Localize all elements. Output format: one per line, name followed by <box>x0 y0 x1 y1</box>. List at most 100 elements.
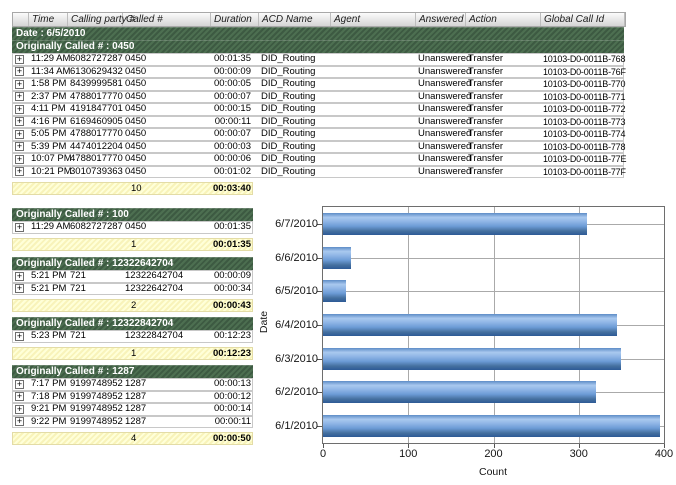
x-axis-tick-label: 300 <box>569 448 588 460</box>
cell-time: 11:34 AM <box>31 65 71 77</box>
group-summary-row: 1 00:12:23 <box>12 346 253 360</box>
cell-called: 0450 <box>125 90 147 102</box>
column-header-duration: Duration <box>211 13 259 26</box>
cell-action: Transfer <box>468 128 504 140</box>
cell-acd: DID_Routing <box>261 165 316 177</box>
cell-calling: 9199748952 <box>70 415 123 427</box>
cell-duration: 00:01:35 <box>214 221 251 233</box>
y-axis-tick-mark <box>317 291 322 292</box>
summary-call-count: 2 <box>131 300 137 311</box>
expand-cell: + <box>13 141 29 152</box>
cell-action: Transfer <box>468 78 504 90</box>
cell-called: 12322842704 <box>125 330 184 342</box>
cell-answered: Unanswered <box>418 103 472 115</box>
group-summary-row: 10 00:03:40 <box>12 182 253 195</box>
call-row: +4:16 PM 6169460905 0450 00:00:11 DID_Routin… <box>12 115 626 128</box>
cell-calling: 4788017770 <box>70 128 123 140</box>
expand-row-icon[interactable]: + <box>15 78 24 89</box>
expand-cell: + <box>13 166 29 177</box>
call-row: +5:39 PM 4474012204 0450 00:00:03 DID_Routin… <box>12 140 626 153</box>
cell-called: 0450 <box>125 140 147 152</box>
cell-called: 1287 <box>125 390 147 402</box>
cell-answered: Unanswered <box>418 53 472 65</box>
x-axis-tick-mark <box>493 444 495 448</box>
expand-cell: + <box>13 103 29 114</box>
call-row: +9:21 PM 9199748952 1287 00:00:14 <box>12 403 253 416</box>
cell-time: 1:58 PM <box>31 78 67 90</box>
x-axis-tick-mark <box>664 444 665 448</box>
cell-time: 11:29 AM <box>31 53 71 65</box>
cell-answered: Unanswered <box>418 65 472 77</box>
expand-row-icon[interactable]: + <box>15 270 24 281</box>
cell-duration: 00:00:11 <box>214 115 251 127</box>
cell-duration: 00:00:34 <box>214 282 251 294</box>
cell-duration: 00:00:06 <box>214 153 251 165</box>
summary-call-count: 1 <box>131 347 137 359</box>
summary-total-duration: 00:01:35 <box>212 238 251 250</box>
table-header-row: Time Calling party # Called # Duration ACD N… <box>12 12 626 27</box>
expand-row-icon[interactable]: + <box>15 283 24 294</box>
expand-row-icon[interactable]: + <box>15 221 24 232</box>
call-row: +7:18 PM 9199748952 1287 00:00:12 <box>12 390 253 403</box>
cell-called: 12322642704 <box>125 282 184 294</box>
call-row: +5:23 PM 721 12322842704 00:12:23 <box>12 330 253 343</box>
y-axis-tick-label: 6/3/2010 <box>275 353 318 365</box>
y-axis-tick-mark <box>317 325 322 326</box>
vertical-gridline <box>493 207 495 443</box>
expand-row-icon[interactable]: + <box>15 66 24 77</box>
cell-global_id: 10103-D0-0011B-773 <box>543 116 626 127</box>
cell-duration: 00:00:07 <box>214 90 251 102</box>
cell-calling: 4788017770 <box>70 153 123 165</box>
cell-called: 1287 <box>125 403 147 415</box>
expand-cell: + <box>13 330 29 341</box>
call-group-table: Originally Called # : 12322642704 +5:21 P… <box>12 257 253 312</box>
cell-calling: 721 <box>70 270 86 282</box>
group-header: Originally Called # : 100 <box>12 208 253 221</box>
expand-row-icon[interactable]: + <box>15 416 24 427</box>
cell-called: 1287 <box>125 378 147 390</box>
call-row: +5:21 PM 721 12322642704 00:00:34 <box>12 282 253 295</box>
expand-row-icon[interactable]: + <box>15 53 24 64</box>
cell-global_id: 10103-D0-0011B-768 <box>543 54 626 65</box>
x-axis-title: Count <box>478 466 508 478</box>
expand-row-icon[interactable]: + <box>15 153 24 164</box>
cell-called: 12322642704 <box>125 270 184 282</box>
cell-global_id: 10103-D0-0011B-76F <box>543 66 626 77</box>
y-axis-tick-mark <box>317 426 322 427</box>
summary-call-count: 10 <box>131 183 142 194</box>
cell-answered: Unanswered <box>418 128 472 140</box>
cell-duration: 00:00:15 <box>214 103 251 115</box>
expand-row-icon[interactable]: + <box>15 166 24 177</box>
x-axis-tick-label: 400 <box>654 448 674 460</box>
group-header: Originally Called # : 12322642704 <box>12 257 253 270</box>
expand-row-icon[interactable]: + <box>15 403 24 414</box>
cell-answered: Unanswered <box>418 140 472 152</box>
cell-global_id: 10103-D0-0011B-77F <box>543 166 626 177</box>
cell-called: 0450 <box>125 53 147 65</box>
horizontal-gridline <box>323 291 664 292</box>
cell-called: 0450 <box>125 78 147 90</box>
column-header-agent: Agent <box>331 13 416 26</box>
expand-row-icon[interactable]: + <box>15 330 24 341</box>
expand-row-icon[interactable]: + <box>15 103 24 114</box>
cell-acd: DID_Routing <box>261 65 316 77</box>
cell-calling: 6169460905 <box>70 115 123 127</box>
expand-row-icon[interactable]: + <box>15 378 24 389</box>
cell-calling: 8439999581 <box>70 78 123 90</box>
expand-row-icon[interactable]: + <box>15 141 24 152</box>
horizontal-gridline <box>323 392 664 393</box>
expand-row-icon[interactable]: + <box>15 128 24 139</box>
cell-calling: 721 <box>70 330 86 342</box>
expand-row-icon[interactable]: + <box>15 391 24 402</box>
column-header-time: Time <box>29 13 68 26</box>
expand-row-icon[interactable]: + <box>15 116 24 127</box>
chart-bar <box>323 314 618 336</box>
cell-answered: Unanswered <box>418 115 472 127</box>
cell-global_id: 10103-D0-0011B-778 <box>543 141 626 152</box>
call-group-table: Originally Called # : 1287 +7:17 PM 919974… <box>12 365 253 445</box>
cell-calling: 9199748952 <box>70 390 123 402</box>
cell-time: 9:21 PM <box>31 403 67 415</box>
call-row: +5:21 PM 721 12322642704 00:00:09 <box>12 270 253 283</box>
expand-row-icon[interactable]: + <box>15 91 24 102</box>
vertical-gridline <box>408 207 410 443</box>
